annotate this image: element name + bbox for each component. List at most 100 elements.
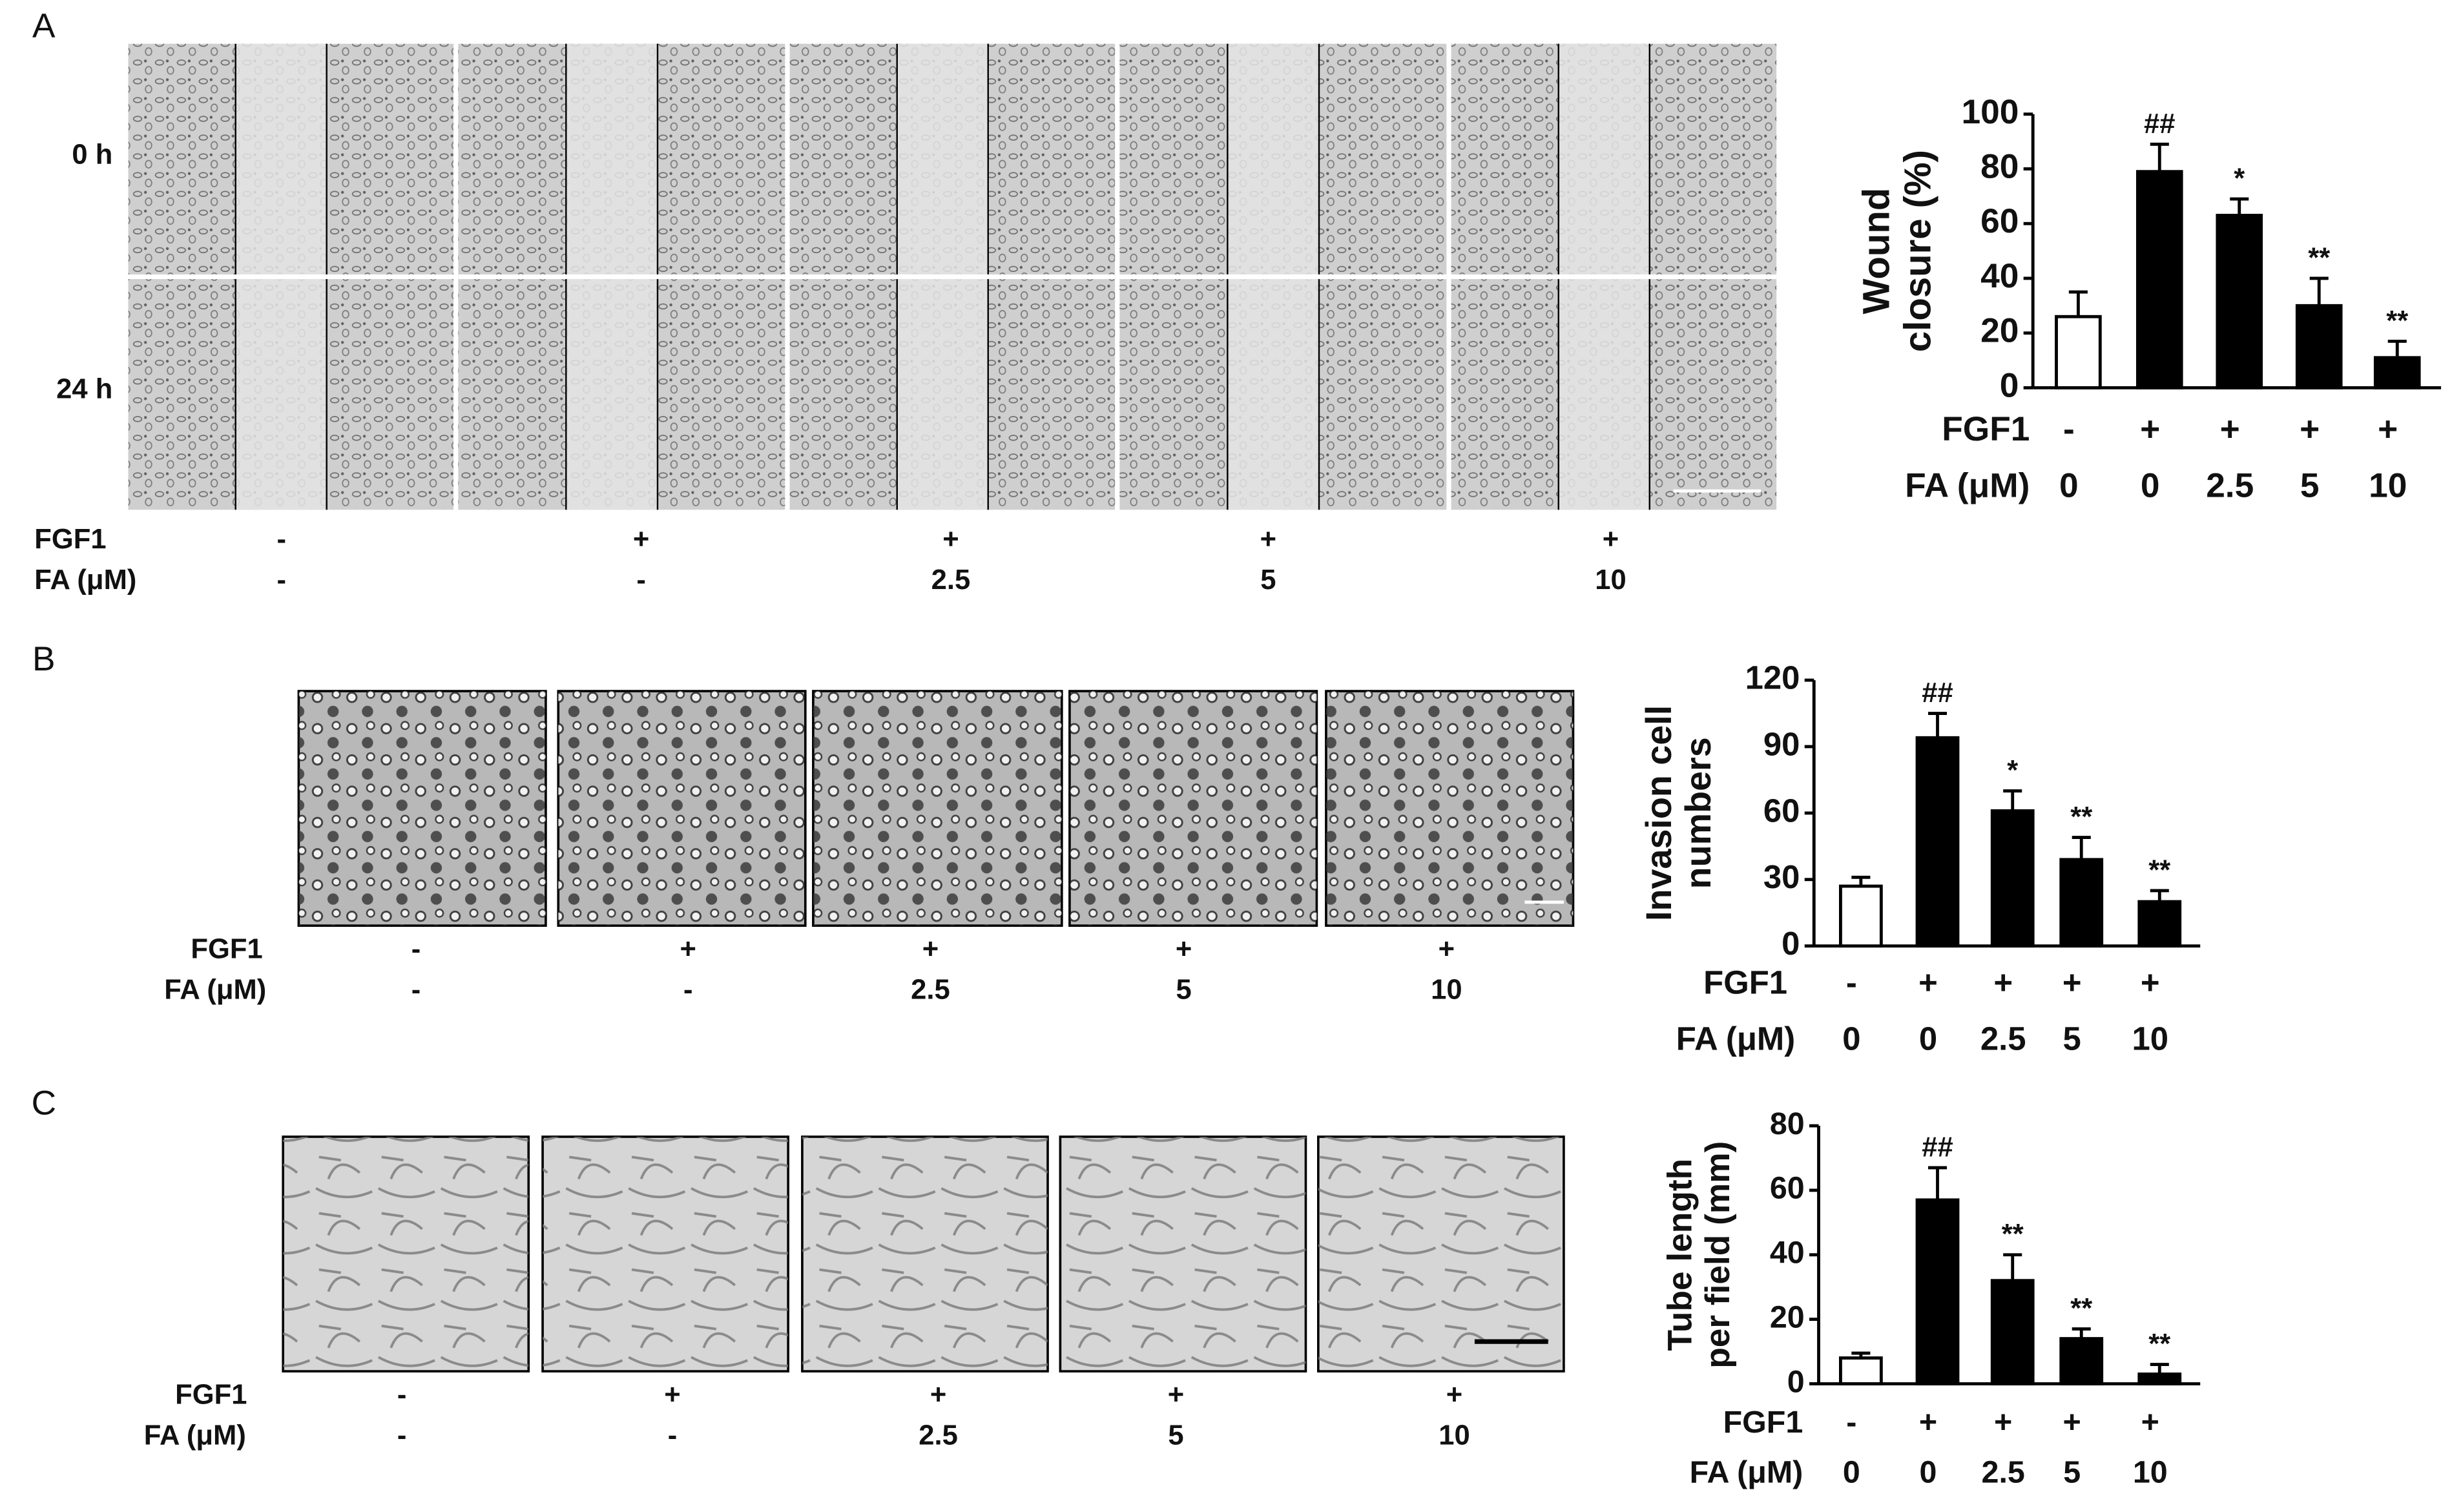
y-tick-label: 100: [1962, 93, 2019, 131]
y-axis-label-line: Wound: [1856, 188, 1898, 315]
y-tick-label: 40: [1980, 257, 2019, 295]
bar: [2135, 170, 2183, 389]
x-tick-label: 5: [2063, 1455, 2081, 1490]
micrograph-texture: [558, 691, 805, 926]
y-tick-label: 0: [2000, 366, 2019, 404]
x-tick-label: -: [1846, 964, 1857, 1001]
bar: [1990, 1279, 2035, 1385]
fgf1-label: +: [1439, 933, 1455, 964]
fgf1-label: +: [1446, 1379, 1462, 1410]
x-tick-label: 5: [2300, 466, 2320, 504]
y-tick-label: 20: [1770, 1300, 1805, 1334]
y-tick-label: 80: [1980, 148, 2019, 186]
y-tick-label: 60: [1770, 1171, 1805, 1206]
row-name: FA (μM): [34, 564, 136, 595]
fa-label: 10: [1595, 564, 1626, 595]
panel-letter: C: [32, 1084, 56, 1123]
x-tick-label: +: [2140, 410, 2160, 448]
significance: **: [2148, 854, 2170, 885]
y-axis-label-line: numbers: [1678, 737, 1718, 889]
row-name: FGF1: [34, 524, 106, 555]
time-label: 24 h: [56, 374, 112, 405]
fgf1-label: +: [1603, 524, 1619, 555]
bar: [2295, 304, 2343, 389]
x-tick-label: 10: [2369, 466, 2407, 504]
fgf1-label: +: [633, 524, 649, 555]
fa-label: -: [636, 564, 646, 595]
y-tick-label: 90: [1763, 725, 1800, 762]
bar: [2216, 214, 2263, 389]
row-name: FA (μM): [1905, 466, 2030, 504]
fgf1-label: +: [680, 933, 696, 964]
y-tick-label: 120: [1745, 659, 1800, 696]
bar: [2137, 1372, 2182, 1385]
row-name: FGF1: [191, 933, 262, 964]
significance: *: [2234, 163, 2245, 194]
bar: [2059, 1337, 2104, 1385]
x-tick-label: -: [1846, 1405, 1856, 1440]
fa-label: -: [411, 974, 421, 1005]
y-axis-label-line: closure (%): [1897, 150, 1939, 352]
x-tick-label: 10: [2133, 1455, 2168, 1490]
panel-letter: B: [32, 640, 56, 678]
y-axis-label: Invasion cellnumbers: [1639, 705, 1718, 921]
x-tick-label: 0: [1843, 1455, 1860, 1490]
row-name: FA (μM): [164, 974, 266, 1005]
x-tick-label: 2.5: [1980, 1020, 2026, 1057]
x-tick-label: 0: [1842, 1020, 1860, 1057]
fgf1-label: +: [922, 933, 939, 964]
micrograph-texture: [283, 1136, 529, 1372]
fgf1-label: -: [411, 933, 421, 964]
bar: [1915, 736, 1960, 948]
x-tick-label: 10: [2132, 1020, 2168, 1057]
y-axis-label: Tube lengthper field (mm): [1661, 1141, 1738, 1369]
micrograph-texture: [298, 691, 546, 926]
significance: **: [2070, 802, 2092, 833]
y-axis-label-line: Tube length: [1661, 1159, 1699, 1351]
x-tick-label: +: [2062, 964, 2082, 1001]
y-tick-label: 60: [1763, 792, 1800, 829]
bar: [1915, 1198, 1960, 1385]
fgf1-label: -: [277, 524, 287, 555]
x-tick-label: +: [2063, 1405, 2081, 1440]
significance: **: [2386, 306, 2408, 337]
y-tick-label: 40: [1770, 1236, 1805, 1270]
fa-label: 5: [1176, 974, 1192, 1005]
y-axis-label: Woundclosure (%): [1856, 150, 1939, 352]
row-name: FA (μM): [1676, 1020, 1795, 1057]
y-tick-label: 0: [1782, 925, 1800, 962]
significance: ##: [1922, 678, 1953, 709]
y-axis-label-line: per field (mm): [1699, 1141, 1737, 1369]
fa-label: -: [277, 564, 287, 595]
micrograph-texture: [543, 1136, 789, 1372]
significance: **: [2148, 1329, 2170, 1360]
fgf1-label: +: [1168, 1379, 1184, 1410]
significance: ##: [2144, 109, 2175, 140]
fgf1-label: +: [664, 1379, 680, 1410]
x-tick-label: +: [1993, 964, 2013, 1001]
row-name: FGF1: [1703, 964, 1787, 1001]
x-tick-label: 0: [2141, 466, 2160, 504]
micrograph-texture: [1060, 1136, 1306, 1372]
time-label: 0 h: [72, 140, 112, 171]
fa-label: -: [397, 1420, 407, 1451]
significance: ##: [1922, 1132, 1953, 1163]
x-tick-label: 0: [1919, 1020, 1937, 1057]
micrograph-texture: [802, 1136, 1048, 1372]
x-tick-label: 2.5: [2206, 466, 2254, 504]
fa-label: -: [668, 1420, 678, 1451]
fgf1-label: -: [397, 1379, 407, 1410]
micrograph-texture: [1069, 691, 1317, 926]
fgf1-label: +: [1176, 933, 1192, 964]
x-tick-label: +: [1919, 1405, 1937, 1440]
micrograph-texture: [813, 691, 1062, 926]
bar: [1838, 1356, 1883, 1385]
x-tick-label: +: [1918, 964, 1938, 1001]
x-tick-label: 5: [2063, 1020, 2081, 1057]
fgf1-label: +: [1260, 524, 1276, 555]
fa-label: 10: [1431, 974, 1462, 1005]
fa-label: 10: [1439, 1420, 1470, 1451]
significance: **: [2002, 1219, 2024, 1250]
